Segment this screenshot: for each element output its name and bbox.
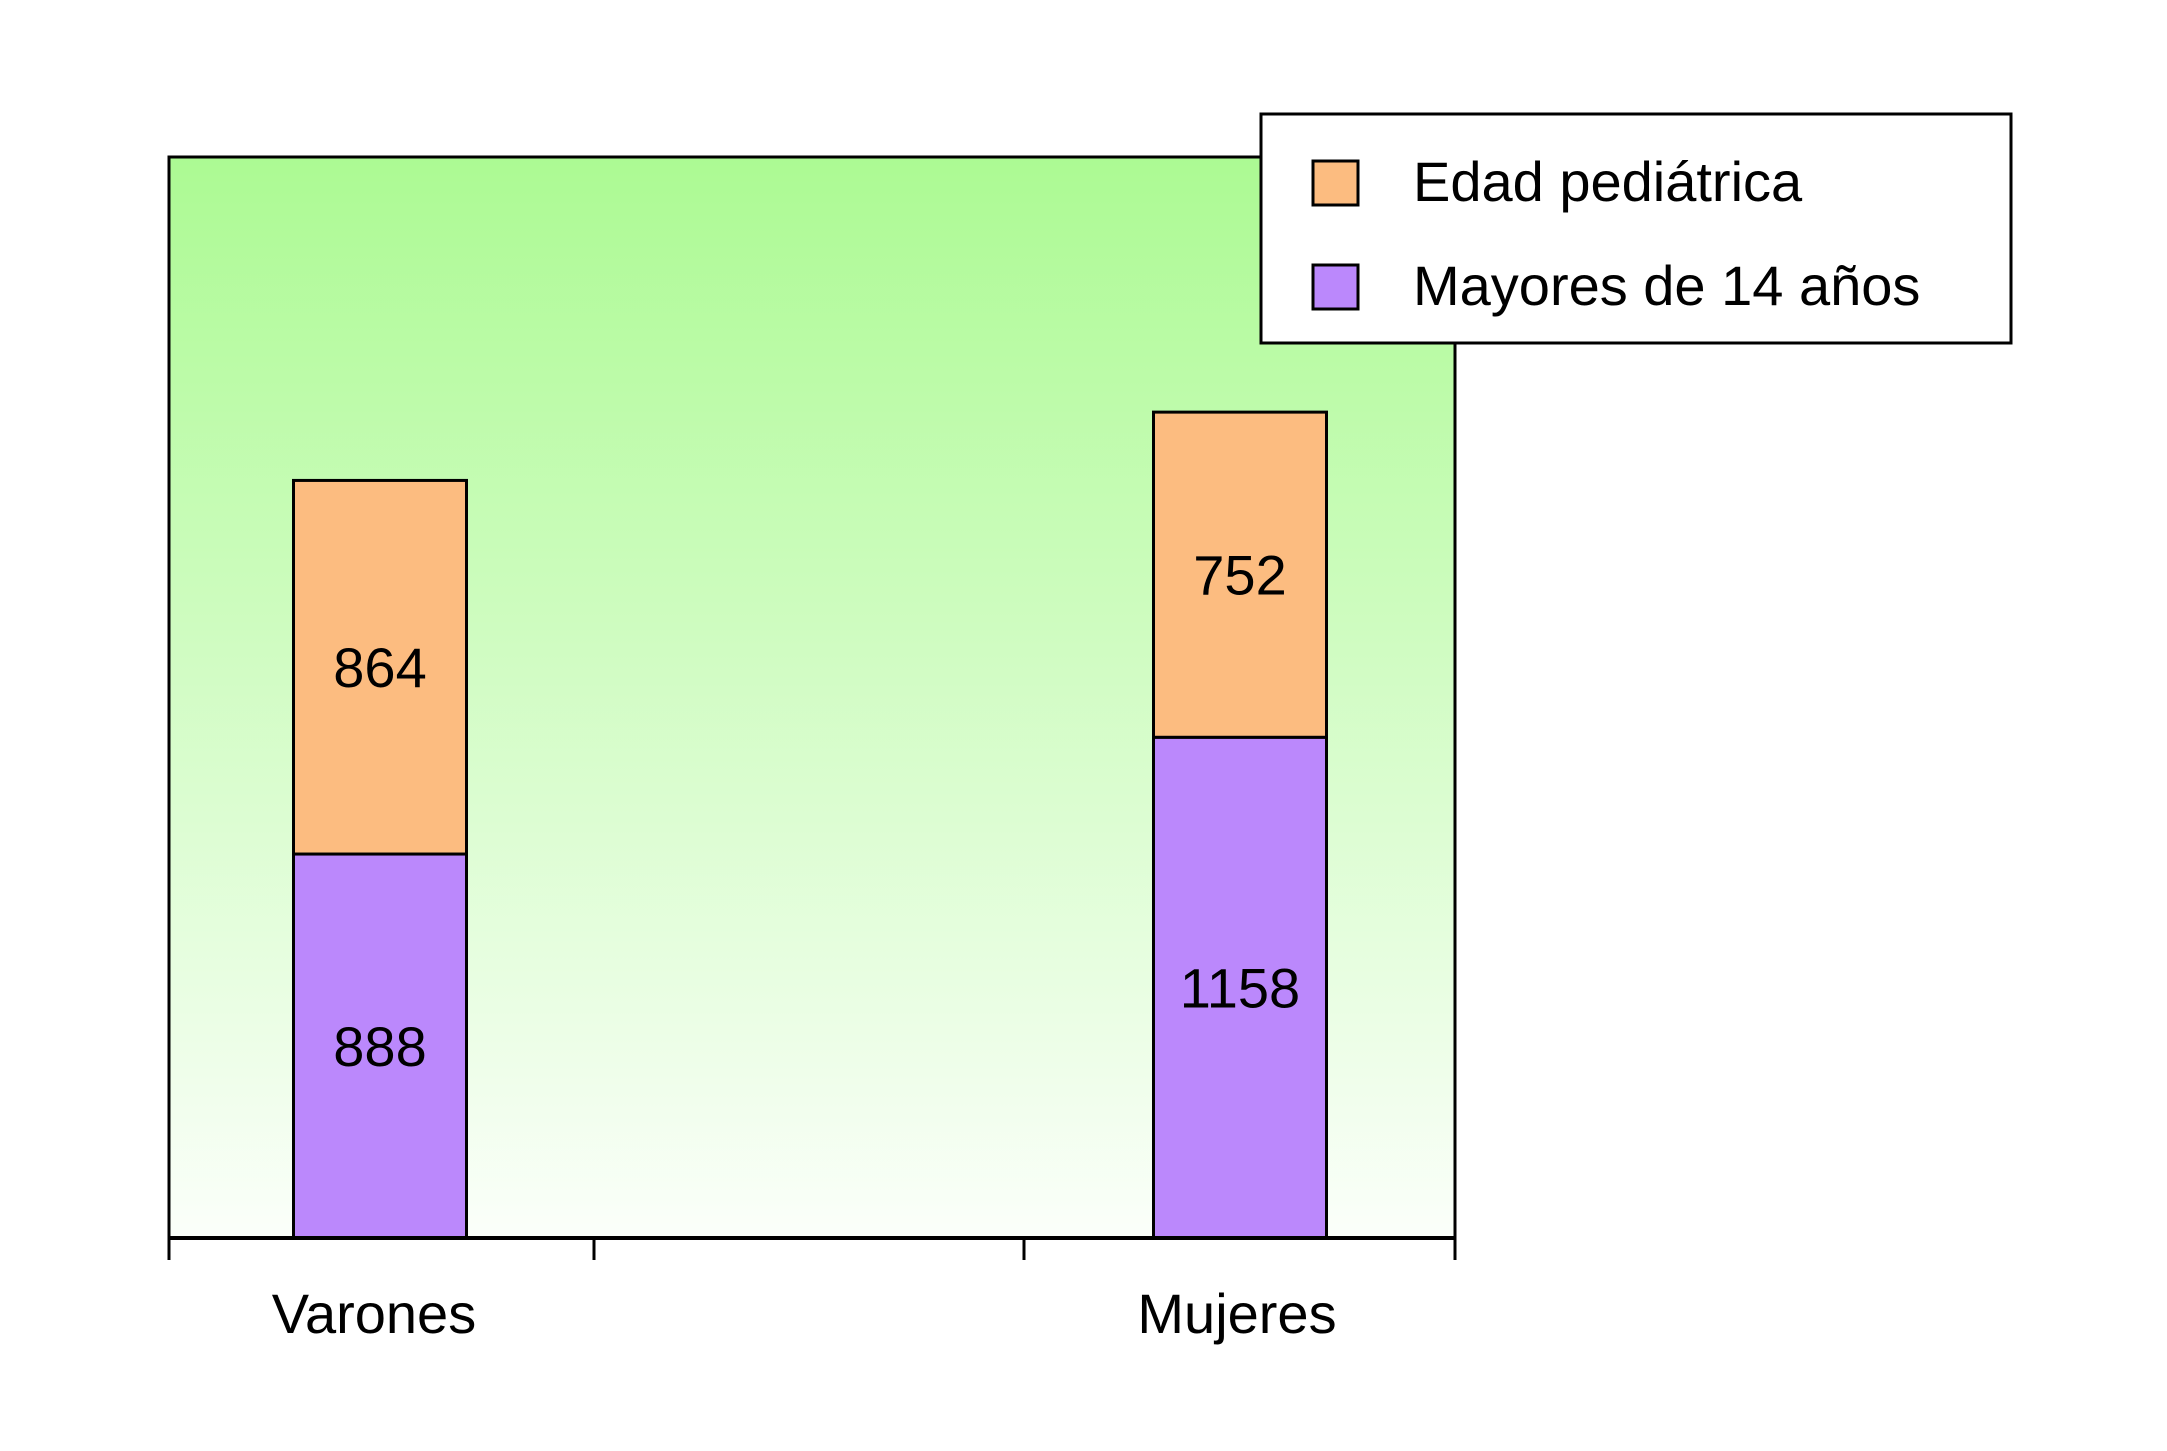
data-labels: 888 864 1158 752 bbox=[333, 544, 1300, 1078]
bar-segment bbox=[1152, 410, 1328, 739]
x-tick-label: Varones bbox=[272, 1282, 476, 1345]
data-label: 1158 bbox=[1180, 957, 1300, 1020]
data-label: 864 bbox=[333, 636, 426, 699]
data-label: 752 bbox=[1193, 544, 1286, 607]
legend-swatch bbox=[1311, 159, 1360, 207]
legend-swatch bbox=[1311, 263, 1360, 311]
legend-label: Edad pediátrica bbox=[1413, 150, 1803, 213]
bars bbox=[292, 410, 1328, 1240]
bar-segment bbox=[292, 852, 468, 1240]
x-axis: Varones Mujeres bbox=[167, 1236, 1457, 1345]
legend: Edad pediátrica Mayores de 14 años bbox=[1259, 112, 2013, 345]
bar-segment bbox=[292, 478, 468, 856]
bar-segment bbox=[1152, 735, 1328, 1240]
legend-label: Mayores de 14 años bbox=[1413, 254, 1920, 317]
x-tick-label: Mujeres bbox=[1137, 1282, 1336, 1345]
legend-box bbox=[1259, 112, 2013, 345]
data-label: 888 bbox=[333, 1015, 426, 1078]
